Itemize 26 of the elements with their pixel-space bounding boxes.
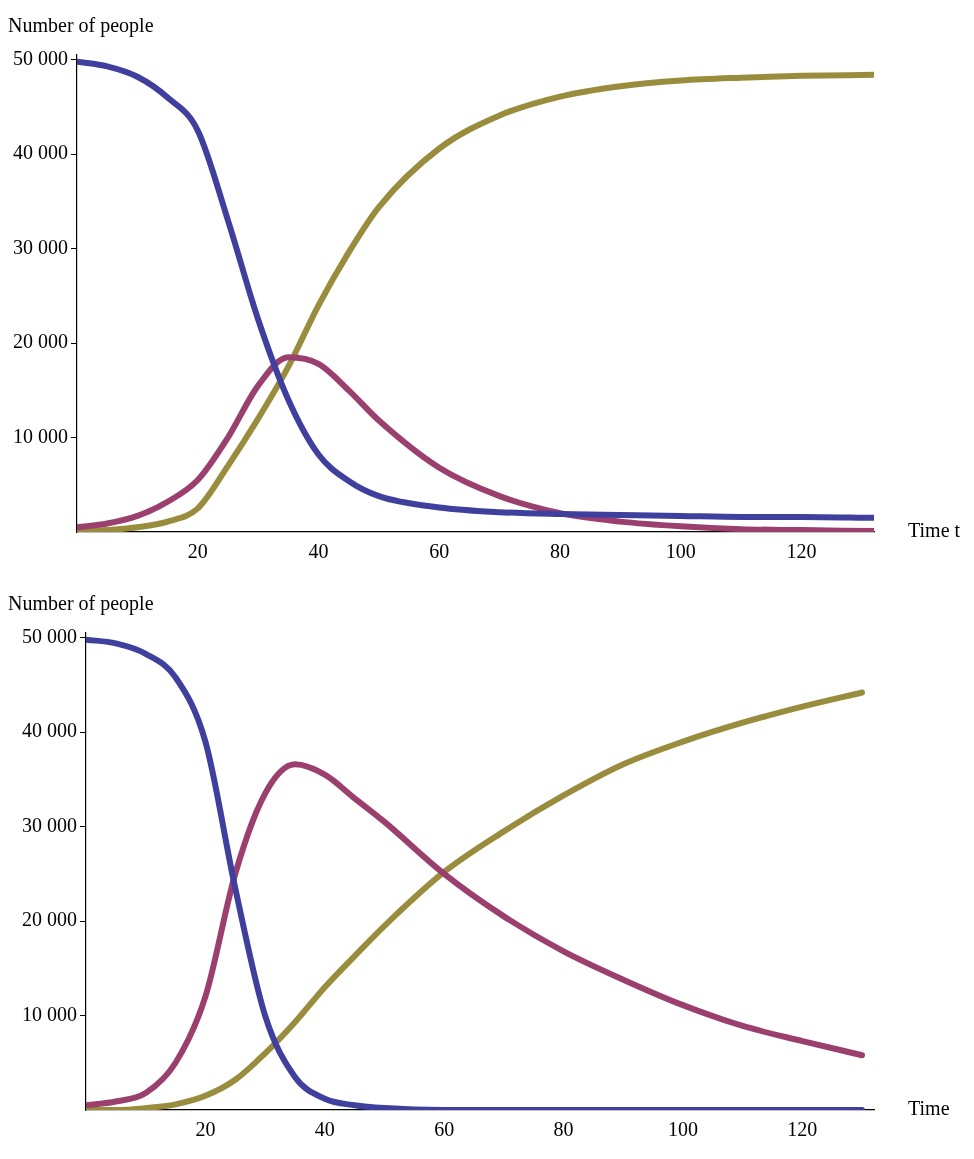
y-axis-title: Number of people (8, 592, 154, 616)
y-tick-label: 20 000 (22, 908, 77, 931)
y-axis-title: Number of people (8, 14, 154, 38)
x-tick-label: 120 (787, 1118, 818, 1141)
y-tick-label: 30 000 (13, 235, 68, 258)
x-tick-label: 20 (195, 1118, 216, 1141)
y-tick-label: 40 000 (22, 719, 77, 742)
x-tick-label: 100 (667, 1118, 698, 1141)
y-tick-label: 50 000 (13, 46, 68, 69)
x-tick-label: 80 (553, 1118, 574, 1141)
y-tick-label: 30 000 (22, 813, 77, 836)
x-tick-label: 40 (314, 1118, 335, 1141)
y-tick-label: 10 000 (13, 424, 68, 447)
y-tick-label: 40 000 (13, 141, 68, 164)
x-tick-label: 100 (665, 540, 696, 563)
x-tick-label: 20 (187, 540, 208, 563)
x-tick-label: 120 (786, 540, 817, 563)
x-tick-label: 80 (550, 540, 571, 563)
x-axis-title: Time t (908, 519, 961, 542)
x-tick-label: 60 (434, 1118, 455, 1141)
y-tick-label: 50 000 (22, 624, 77, 647)
x-tick-label: 60 (429, 540, 450, 563)
x-axis-title: Time (908, 1097, 950, 1120)
x-tick-label: 40 (308, 540, 329, 563)
y-tick-label: 20 000 (13, 330, 68, 353)
y-tick-label: 10 000 (22, 1002, 77, 1025)
